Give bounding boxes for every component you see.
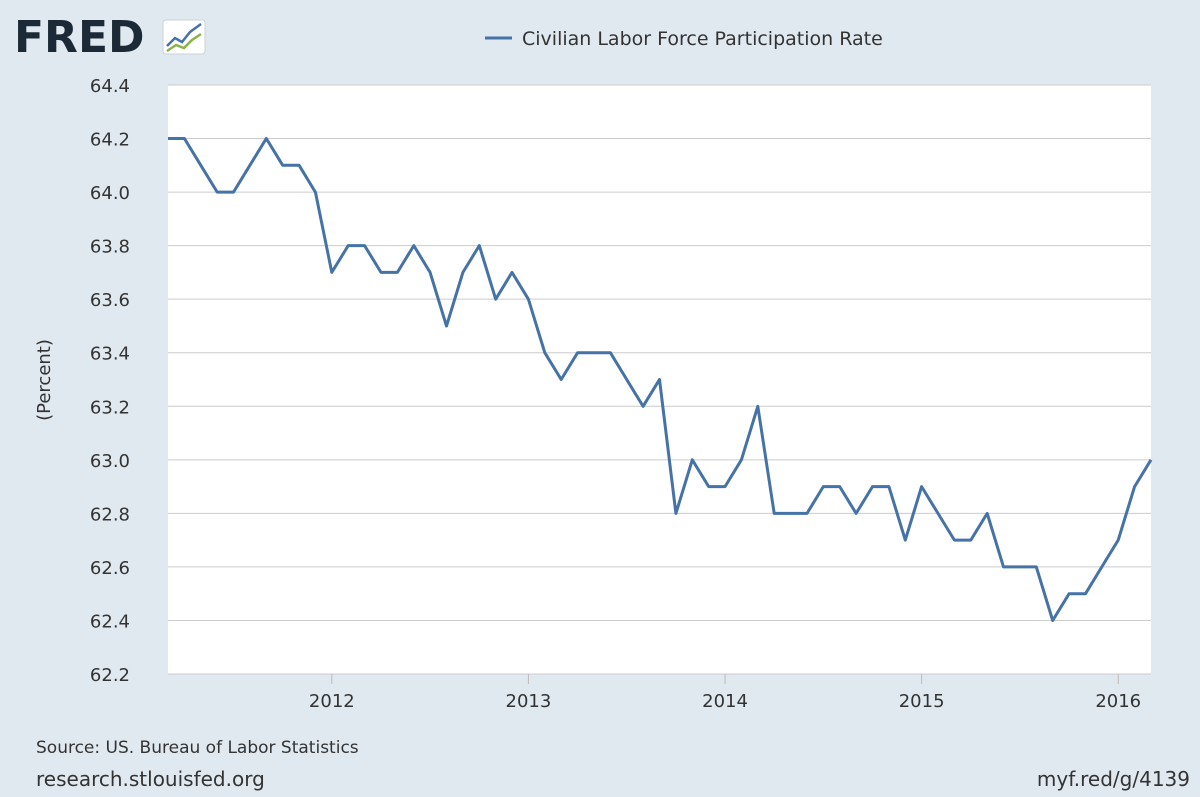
series-line	[168, 137, 1153, 622]
data-point[interactable]	[262, 135, 270, 143]
data-point[interactable]	[1098, 563, 1106, 571]
data-point[interactable]	[901, 536, 909, 544]
y-tick-label: 63.0	[90, 451, 130, 472]
data-point[interactable]	[393, 268, 401, 276]
data-point[interactable]	[524, 295, 532, 303]
y-tick-label: 64.2	[90, 130, 130, 151]
data-point[interactable]	[344, 242, 352, 250]
data-point[interactable]	[574, 349, 582, 357]
data-point[interactable]	[868, 483, 876, 491]
data-point[interactable]	[1032, 563, 1040, 571]
y-tick-label: 62.2	[90, 665, 130, 686]
data-point[interactable]	[377, 268, 385, 276]
x-tick-label: 2015	[899, 691, 945, 712]
data-point[interactable]	[279, 161, 287, 169]
y-tick-label: 62.6	[90, 558, 130, 579]
data-point[interactable]	[197, 161, 205, 169]
y-tick-label: 62.4	[90, 611, 130, 632]
data-point[interactable]	[639, 402, 647, 410]
data-point[interactable]	[803, 509, 811, 517]
data-point[interactable]	[1147, 456, 1155, 464]
data-point[interactable]	[721, 483, 729, 491]
data-point[interactable]	[1049, 616, 1057, 624]
x-axis-ticks: 2012 2013 2014 2015 2016	[309, 674, 1141, 712]
series-layer	[164, 135, 1155, 624]
data-point[interactable]	[1016, 563, 1024, 571]
data-point[interactable]	[656, 376, 664, 384]
data-point[interactable]	[623, 376, 631, 384]
data-point[interactable]	[918, 483, 926, 491]
data-point[interactable]	[950, 536, 958, 544]
data-point[interactable]	[410, 242, 418, 250]
y-tick-label: 64.4	[90, 76, 130, 97]
data-point[interactable]	[836, 483, 844, 491]
data-point[interactable]	[983, 509, 991, 517]
data-point[interactable]	[426, 268, 434, 276]
data-point[interactable]	[737, 456, 745, 464]
data-point[interactable]	[787, 509, 795, 517]
data-point[interactable]	[164, 135, 172, 143]
trend-lines-icon	[162, 19, 206, 55]
data-point[interactable]	[1065, 590, 1073, 598]
data-point[interactable]	[475, 242, 483, 250]
x-tick-label: 2012	[309, 691, 355, 712]
y-tick-label: 62.8	[90, 504, 130, 525]
y-tick-label: 63.4	[90, 344, 130, 365]
gridlines	[168, 84, 1151, 675]
site-link[interactable]: research.stlouisfed.org	[36, 767, 265, 791]
data-point[interactable]	[246, 161, 254, 169]
short-link[interactable]: myf.red/g/4139	[1037, 767, 1190, 791]
data-point[interactable]	[967, 536, 975, 544]
data-point[interactable]	[1081, 590, 1089, 598]
y-tick-label: 64.0	[90, 183, 130, 204]
data-point[interactable]	[754, 402, 762, 410]
data-point[interactable]	[541, 349, 549, 357]
data-point[interactable]	[934, 509, 942, 517]
y-axis-title: (Percent)	[34, 339, 55, 421]
legend-label: Civilian Labor Force Participation Rate	[522, 28, 883, 50]
data-point[interactable]	[311, 188, 319, 196]
source-note: Source: US. Bureau of Labor Statistics	[36, 738, 359, 758]
data-point[interactable]	[705, 483, 713, 491]
fred-logo-text: FRED	[14, 12, 145, 63]
data-point[interactable]	[443, 322, 451, 330]
data-point[interactable]	[819, 483, 827, 491]
data-point[interactable]	[557, 376, 565, 384]
data-point[interactable]	[180, 135, 188, 143]
data-point[interactable]	[672, 509, 680, 517]
data-point[interactable]	[230, 188, 238, 196]
fred-logo[interactable]: FRED	[14, 12, 206, 63]
data-point[interactable]	[295, 161, 303, 169]
data-point[interactable]	[770, 509, 778, 517]
data-point[interactable]	[590, 349, 598, 357]
data-point[interactable]	[492, 295, 500, 303]
data-point[interactable]	[361, 242, 369, 250]
y-tick-label: 63.6	[90, 290, 130, 311]
data-point[interactable]	[1000, 563, 1008, 571]
y-tick-label: 63.2	[90, 397, 130, 418]
data-point[interactable]	[885, 483, 893, 491]
data-point[interactable]	[852, 509, 860, 517]
data-point[interactable]	[508, 268, 516, 276]
x-tick-label: 2014	[702, 691, 748, 712]
y-axis-ticks: 62.2 62.4 62.6 62.8 63.0 63.2 63.4 63.6 63.8 64.0…	[90, 76, 130, 686]
data-point[interactable]	[688, 456, 696, 464]
data-point[interactable]	[1114, 536, 1122, 544]
y-tick-label: 63.8	[90, 237, 130, 258]
data-point[interactable]	[328, 268, 336, 276]
data-point[interactable]	[459, 268, 467, 276]
x-tick-label: 2013	[506, 691, 552, 712]
data-point[interactable]	[213, 188, 221, 196]
data-point[interactable]	[606, 349, 614, 357]
x-tick-label: 2016	[1095, 691, 1141, 712]
data-point[interactable]	[1131, 483, 1139, 491]
chart-legend: Civilian Labor Force Participation Rate	[485, 28, 883, 50]
